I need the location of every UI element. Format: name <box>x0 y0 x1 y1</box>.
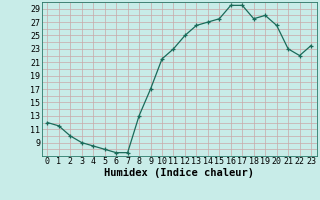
X-axis label: Humidex (Indice chaleur): Humidex (Indice chaleur) <box>104 168 254 178</box>
